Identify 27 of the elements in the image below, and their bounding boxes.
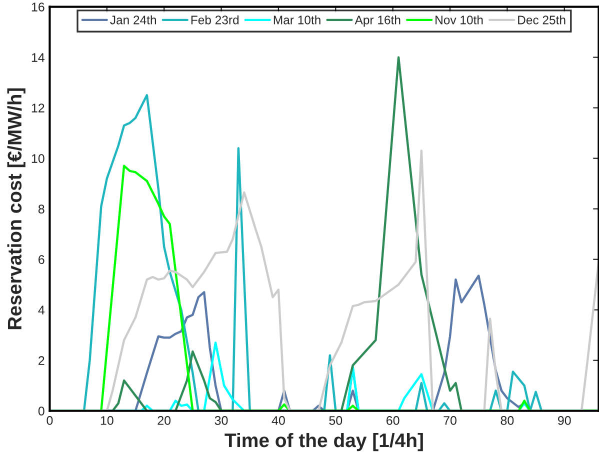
y-tick-label: 6 [38,255,44,264]
y-tick-label: 4 [38,306,44,314]
y-tick-label: 8 [38,204,44,214]
legend-label: Nov 10th [436,15,483,24]
y-tick-label: 16 [32,2,44,12]
legend-label: Apr 16th [354,15,400,27]
x-tick-label: 40 [272,416,285,425]
y-tick-label: 14 [32,53,44,62]
x-tick-label: 60 [386,416,400,425]
legend-label: Dec 25th [518,15,566,24]
x-tick-label: 50 [329,416,342,425]
x-tick-label: 90 [558,416,571,425]
legend-label: Feb 23rd [191,15,239,24]
x-tick-label: 0 [46,416,53,425]
legend-label: Mar 10th [274,15,320,24]
x-tick-label: 10 [100,416,114,425]
x-axis-title: Time of the day [1/4h] [224,432,423,452]
y-tick-label: 12 [32,104,44,112]
x-tick-label: 80 [500,416,514,425]
legend-label: Jan 24th [110,15,156,24]
y-tick-label: 10 [32,154,44,163]
x-tick-label: 30 [214,416,228,425]
y-tick-label: 2 [38,356,44,365]
x-tick-label: 20 [158,416,171,425]
y-axis-title: Reservation cost [€/MW/h] [7,88,26,330]
y-tick-label: 0 [38,406,44,416]
x-tick-label: 70 [444,416,456,425]
